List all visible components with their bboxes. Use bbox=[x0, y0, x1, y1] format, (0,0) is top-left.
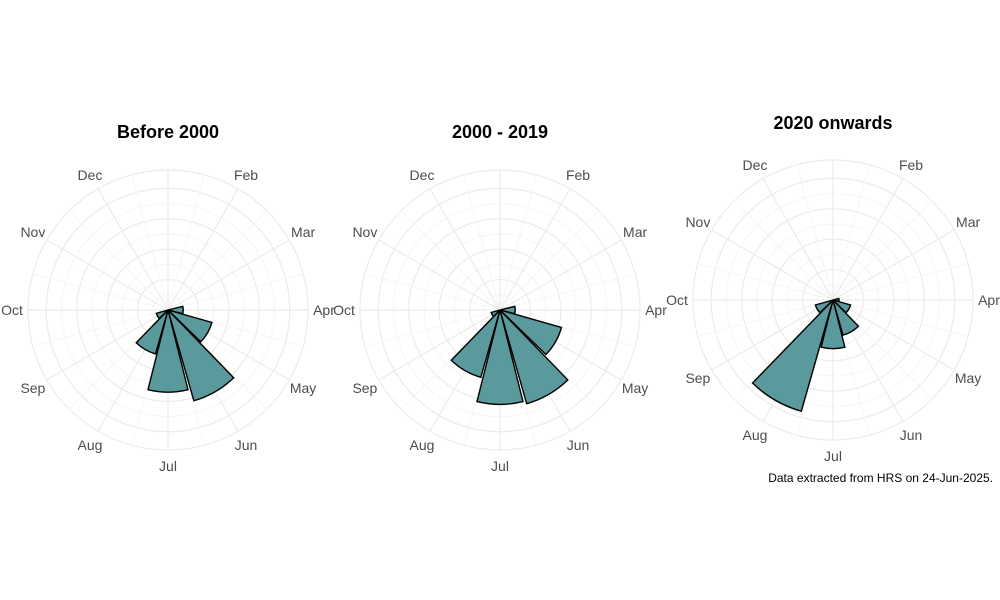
month-label-feb: Feb bbox=[566, 167, 590, 183]
bar-jun bbox=[167, 309, 235, 402]
grid-spoke bbox=[364, 309, 501, 347]
month-label-aug: Aug bbox=[410, 437, 435, 453]
panel-title: 2020 onwards bbox=[773, 113, 892, 133]
grid-spoke bbox=[429, 188, 501, 311]
month-label-dec: Dec bbox=[743, 157, 768, 173]
grid-spoke bbox=[832, 178, 904, 301]
month-label-nov: Nov bbox=[685, 214, 710, 230]
grid-spoke bbox=[711, 299, 834, 371]
month-label-mar: Mar bbox=[291, 224, 315, 240]
bar-jul bbox=[147, 309, 189, 393]
month-label-oct: Oct bbox=[1, 302, 23, 318]
month-label-may: May bbox=[955, 370, 981, 386]
month-label-apr: Apr bbox=[313, 302, 335, 318]
month-label-jul: Jul bbox=[824, 448, 842, 464]
grid-spoke bbox=[832, 200, 933, 301]
grid-spoke bbox=[167, 174, 205, 311]
bar-jul bbox=[476, 309, 524, 406]
bar-jul bbox=[820, 299, 846, 350]
month-label-apr: Apr bbox=[645, 302, 667, 318]
month-label-mar: Mar bbox=[623, 224, 647, 240]
grid-spoke bbox=[762, 178, 834, 301]
grid-spoke bbox=[167, 273, 304, 311]
grid-spoke bbox=[364, 273, 501, 311]
month-label-sep: Sep bbox=[20, 380, 45, 396]
grid-spoke bbox=[832, 164, 870, 301]
panel-title: 2000 - 2019 bbox=[452, 122, 548, 142]
panel-title: Before 2000 bbox=[117, 122, 219, 142]
month-label-jul: Jul bbox=[159, 458, 177, 474]
grid-spoke bbox=[32, 309, 169, 347]
month-label-may: May bbox=[290, 380, 316, 396]
bar-may bbox=[167, 309, 213, 343]
grid-spoke bbox=[499, 188, 571, 311]
month-label-oct: Oct bbox=[666, 292, 688, 308]
grid-spoke bbox=[400, 210, 501, 311]
grid-spoke bbox=[378, 309, 501, 381]
bar-sep bbox=[155, 309, 169, 320]
month-label-jun: Jun bbox=[567, 437, 590, 453]
grid-spoke bbox=[733, 200, 834, 301]
month-label-aug: Aug bbox=[78, 437, 103, 453]
grid-spoke bbox=[167, 239, 290, 311]
grid-spoke bbox=[697, 263, 834, 301]
month-label-sep: Sep bbox=[352, 380, 377, 396]
polar-chart-1: Dec Feb Mar Apr May Jun Jul Aug Sep Oct Nov Before … bbox=[1, 122, 335, 474]
bar-sep bbox=[814, 299, 834, 314]
month-label-feb: Feb bbox=[234, 167, 258, 183]
bar-jun bbox=[499, 309, 569, 405]
grid-spoke bbox=[167, 188, 239, 311]
grid-spoke bbox=[131, 174, 169, 311]
month-label-nov: Nov bbox=[20, 224, 45, 240]
grid-spoke bbox=[32, 273, 169, 311]
grid-spoke bbox=[832, 263, 969, 301]
month-label-apr: Apr bbox=[978, 292, 1000, 308]
month-label-dec: Dec bbox=[410, 167, 435, 183]
grid-spoke bbox=[711, 229, 834, 301]
grid-spoke bbox=[499, 174, 537, 311]
month-label-may: May bbox=[622, 380, 648, 396]
bar-aug bbox=[450, 309, 501, 379]
polar-chart-3: Dec Feb Mar Apr May Jun Jul Aug Sep Oct Nov 2020 on… bbox=[666, 113, 1000, 464]
grid-spoke bbox=[832, 299, 969, 337]
bar-jun bbox=[832, 299, 860, 336]
bar-aug bbox=[751, 299, 834, 413]
grid-spoke bbox=[378, 239, 501, 311]
grid-spoke bbox=[499, 239, 622, 311]
grid-spoke bbox=[499, 210, 600, 311]
grid-spoke bbox=[167, 210, 268, 311]
bar-sep bbox=[490, 309, 501, 318]
month-label-jun: Jun bbox=[235, 437, 258, 453]
data-source-caption: Data extracted from HRS on 24-Jun-2025. bbox=[768, 471, 993, 485]
month-label-sep: Sep bbox=[685, 370, 710, 386]
grid-spoke bbox=[46, 309, 169, 381]
grid-spoke bbox=[68, 210, 169, 311]
month-label-jun: Jun bbox=[900, 427, 923, 443]
grid-spoke bbox=[46, 239, 169, 311]
grid-spoke bbox=[97, 188, 169, 311]
grid-spoke bbox=[796, 164, 834, 301]
grid-spoke bbox=[832, 299, 955, 371]
month-label-oct: Oct bbox=[333, 302, 355, 318]
grid-spoke bbox=[697, 299, 834, 337]
month-label-dec: Dec bbox=[78, 167, 103, 183]
month-label-mar: Mar bbox=[956, 214, 980, 230]
bar-aug bbox=[135, 309, 169, 355]
grid-spoke bbox=[499, 273, 636, 311]
polar-chart-2: Dec Feb Mar Apr May Jun Jul Aug Sep Oct Nov 2000 - … bbox=[333, 122, 667, 474]
grid-spoke bbox=[832, 229, 955, 301]
month-label-feb: Feb bbox=[899, 157, 923, 173]
month-label-aug: Aug bbox=[743, 427, 768, 443]
bar-may bbox=[499, 309, 563, 356]
grid-spoke bbox=[463, 174, 501, 311]
month-label-jul: Jul bbox=[491, 458, 509, 474]
month-label-nov: Nov bbox=[352, 224, 377, 240]
